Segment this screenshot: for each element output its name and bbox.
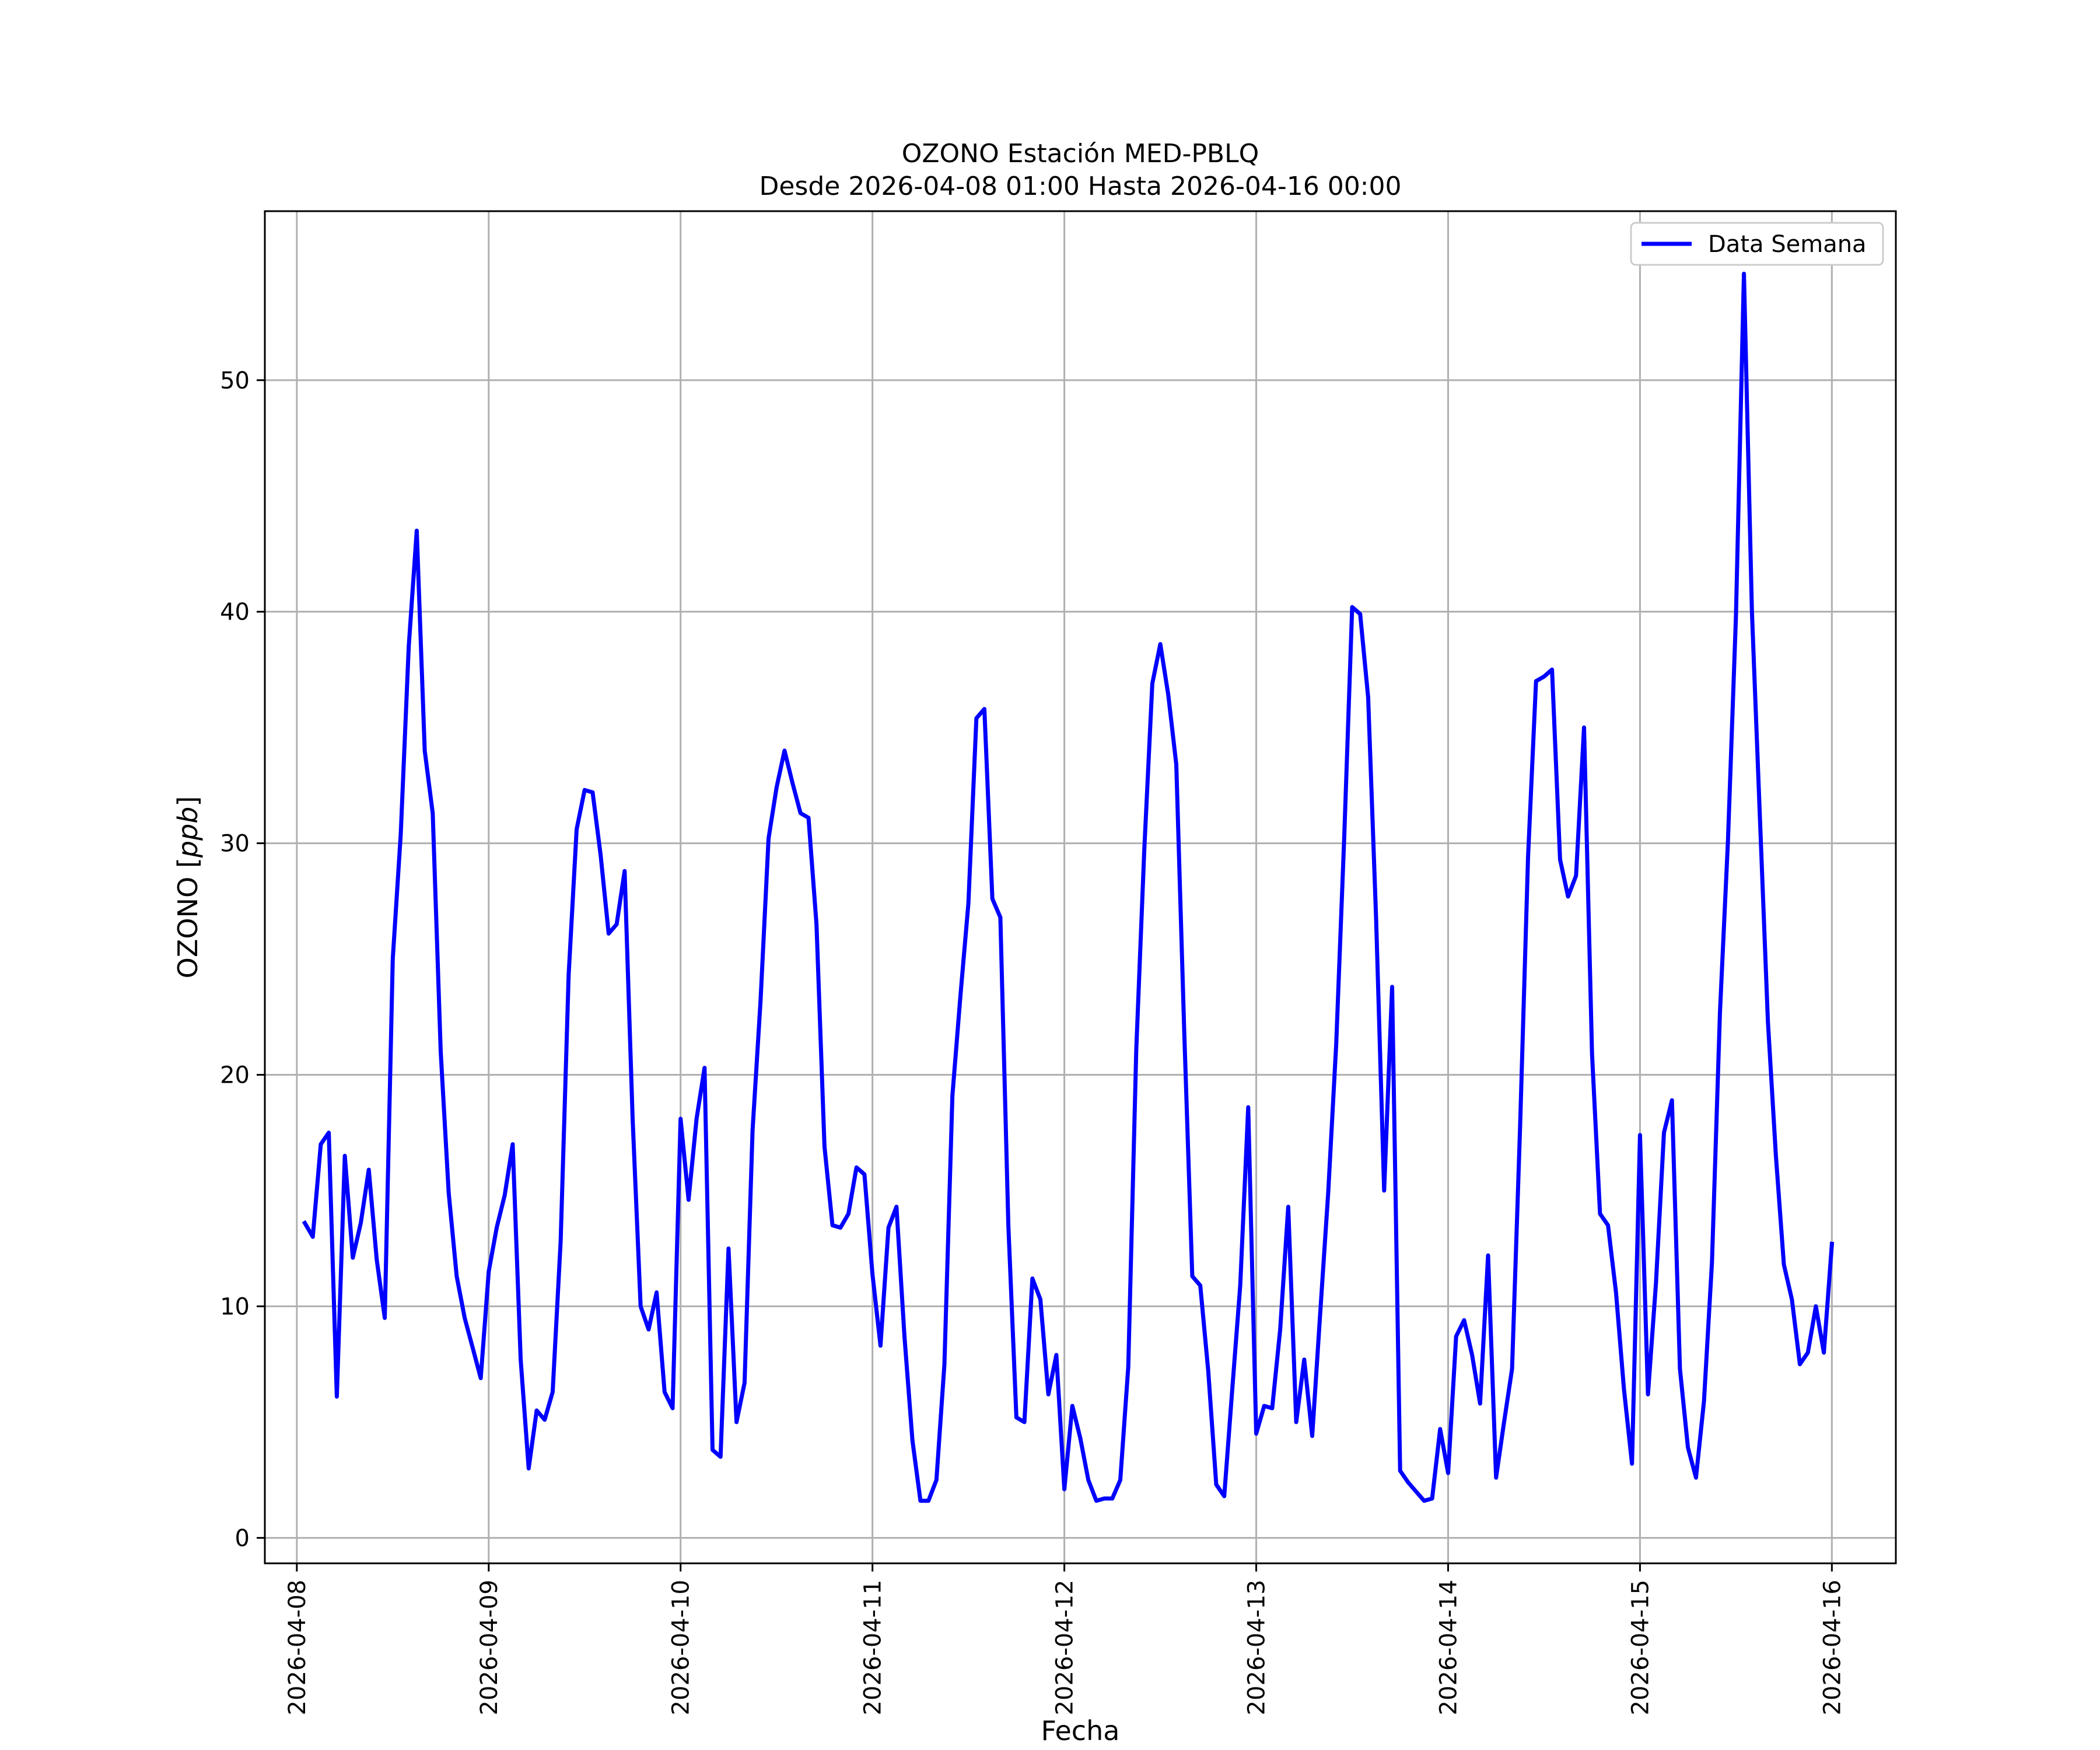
x-tick-label: 2026-04-12 [1052,1580,1079,1715]
x-gridlines [296,211,1833,1563]
x-axis-ticks: 2026-04-08 2026-04-09 2026-04-10 2026-04-11… [284,1563,1846,1715]
y-tick-label: 40 [220,599,250,626]
y-axis-label-text: OZONO [ [172,858,204,978]
series-line-data-semana [302,271,1835,1503]
x-tick-label: 2026-04-16 [1819,1580,1846,1715]
legend-label: Data Semana [1708,231,1867,258]
y-axis-label-close: ] [172,796,204,807]
legend: Data Semana [1630,222,1884,266]
chart-title: OZONO Estación MED-PBLQ [902,139,1259,169]
plot-frame [264,210,1897,1564]
legend-box [1630,222,1884,266]
x-tick-label: 2026-04-15 [1627,1580,1654,1715]
y-axis-label-unit: ppb [172,807,204,859]
x-tick-label: 2026-04-11 [860,1580,887,1715]
x-tick-label: 2026-04-09 [476,1580,503,1715]
x-tick-label: 2026-04-08 [284,1580,311,1715]
x-axis-label: Fecha [1041,1715,1120,1746]
y-tick-label: 50 [220,368,250,394]
x-tick-label: 2026-04-13 [1244,1580,1270,1715]
y-tick-label: 10 [220,1293,250,1320]
x-tick-label: 2026-04-10 [668,1580,695,1715]
x-tick-label: 2026-04-14 [1435,1580,1462,1715]
y-axis-ticks: 0 10 20 30 40 50 [220,368,265,1552]
y-tick-label: 20 [220,1062,250,1089]
y-gridlines [265,379,1896,1539]
y-axis-label: OZONO [ppb] [172,796,204,979]
chart-subtitle: Desde 2026-04-08 01:00 Hasta 2026-04-16 … [759,172,1401,201]
y-tick-label: 0 [235,1525,250,1552]
y-tick-label: 30 [220,831,250,858]
